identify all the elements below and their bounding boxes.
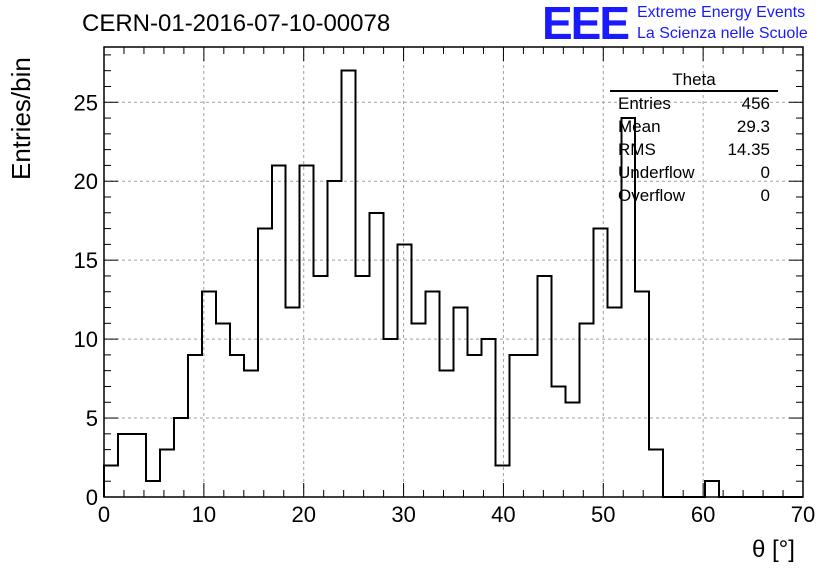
logo-line-2: La Scienza nelle Scuole — [637, 25, 808, 42]
histogram-bin — [160, 450, 174, 497]
histogram-bin — [579, 323, 593, 497]
histogram-bin — [440, 371, 454, 497]
stats-row: Overflow 0 — [610, 184, 778, 207]
histogram-bin — [258, 229, 272, 497]
histogram-bin — [467, 355, 481, 497]
stats-value: 0 — [760, 163, 770, 182]
y-axis-label: Entries/bin — [6, 57, 36, 180]
histogram-bin — [523, 355, 537, 497]
stats-row: Mean 29.3 — [610, 115, 778, 138]
histogram-bin — [551, 386, 565, 497]
histogram-bin — [314, 276, 328, 497]
y-tick-label: 15 — [74, 248, 98, 273]
y-tick-label: 25 — [74, 90, 98, 115]
stats-key: Underflow — [618, 163, 695, 182]
histogram-bin — [384, 339, 398, 497]
histogram-bin — [398, 244, 412, 497]
stats-key: Mean — [618, 117, 661, 136]
plot-frame — [103, 46, 804, 498]
x-tick-label: 70 — [791, 502, 815, 527]
stats-row: Entries 456 — [610, 92, 778, 115]
x-tick-label: 50 — [591, 502, 615, 527]
histogram-bin — [593, 229, 607, 497]
histogram-bin — [649, 450, 663, 497]
histogram-bin — [230, 355, 244, 497]
y-tick-label: 5 — [86, 406, 98, 431]
histogram-bin — [202, 292, 216, 497]
x-tick-label: 0 — [98, 502, 110, 527]
histogram-bin — [481, 339, 495, 497]
histogram-series — [103, 69, 803, 498]
histogram-bin — [174, 418, 188, 497]
stats-value: 29.3 — [736, 117, 770, 136]
x-tick-label: 60 — [691, 502, 715, 527]
stats-value: 0 — [760, 186, 770, 205]
stats-key: Overflow — [618, 186, 686, 205]
y-tick-label: 0 — [86, 485, 98, 510]
stats-key: Entries — [618, 94, 671, 113]
histogram-bin — [454, 308, 468, 497]
x-axis-label: θ [°] — [752, 536, 795, 563]
histogram-bin — [188, 355, 202, 497]
histogram-bin — [509, 355, 523, 497]
y-tick-label: 10 — [74, 327, 98, 352]
histogram-bin — [286, 308, 300, 497]
stats-key: RMS — [618, 140, 656, 159]
histogram-bin — [356, 276, 370, 497]
histogram-bin — [705, 481, 719, 497]
x-tick-label: 40 — [491, 502, 515, 527]
histogram-bin — [370, 213, 384, 497]
x-tick-label: 10 — [192, 502, 216, 527]
eee-logo: EEE — [542, 0, 630, 49]
histogram-bin — [537, 276, 551, 497]
stats-box: Theta Entries 456 Mean 29.3 RMS 14.35 Un… — [610, 70, 778, 207]
histogram-bin — [132, 434, 146, 497]
histogram-bin — [216, 323, 230, 497]
histogram-bin — [412, 323, 426, 497]
stats-title: Theta — [610, 70, 778, 92]
histogram-bin — [244, 371, 258, 497]
histogram-bin — [342, 71, 356, 497]
stats-row: Underflow 0 — [610, 161, 778, 184]
histogram-bin — [565, 402, 579, 497]
histogram-bin — [495, 465, 509, 497]
histogram-bin — [300, 165, 314, 497]
histogram-bin — [328, 181, 342, 497]
logo-line-1: Extreme Energy Events — [637, 4, 806, 21]
x-tick-label: 20 — [291, 502, 315, 527]
stats-row: RMS 14.35 — [610, 138, 778, 161]
histogram-bin — [426, 292, 440, 497]
stats-value: 14.35 — [727, 140, 770, 159]
histogram-bin — [607, 308, 621, 497]
histogram-bin — [118, 434, 132, 497]
y-tick-label: 20 — [74, 169, 98, 194]
histogram-bin — [146, 481, 160, 497]
histogram-bin — [635, 292, 649, 497]
stats-value: 456 — [741, 94, 770, 113]
histogram-bin — [272, 165, 286, 497]
x-tick-label: 30 — [391, 502, 415, 527]
run-title: CERN-01-2016-07-10-00078 — [82, 10, 391, 37]
